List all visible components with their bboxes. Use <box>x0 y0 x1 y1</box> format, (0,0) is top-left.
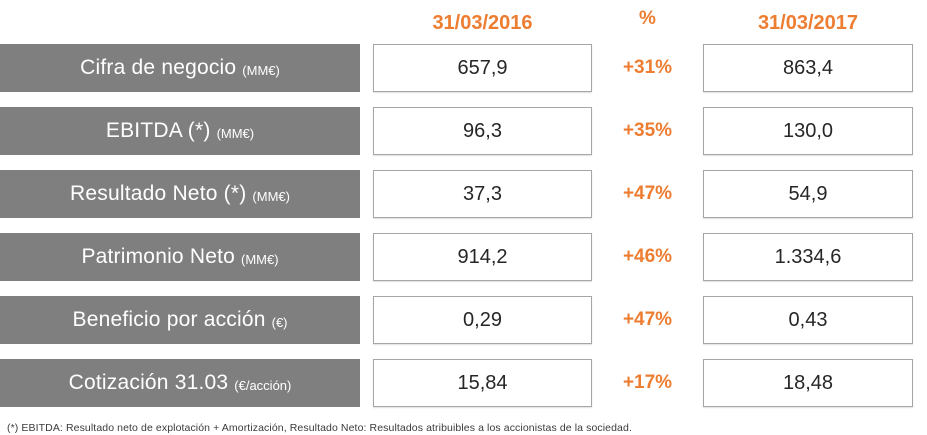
change-percent: +35% <box>622 120 673 141</box>
table-row: Cotización 31.03 (€/acción) 15,84 +17% 1… <box>0 359 927 407</box>
value-box-2017: 130,0 <box>703 107 913 155</box>
table-row: Cifra de negocio (MM€) 657,9 +31% 863,4 <box>0 44 927 92</box>
table-row: Beneficio por acción (€) 0,29 +47% 0,43 <box>0 296 927 344</box>
header-spacer <box>0 8 360 38</box>
header-date-2017: 31/03/2017 <box>757 11 859 34</box>
value-box-2016: 96,3 <box>373 107 592 155</box>
metric-label-bar: Patrimonio Neto (MM€) <box>0 233 360 281</box>
table-row: Resultado Neto (*) (MM€) 37,3 +47% 54,9 <box>0 170 927 218</box>
value-box-2016: 15,84 <box>373 359 592 407</box>
header-percent: % <box>639 8 656 29</box>
metric-unit: (MM€) <box>252 188 290 204</box>
metric-unit: (MM€) <box>241 251 279 267</box>
metric-label: Beneficio por acción <box>72 308 266 331</box>
change-percent: +47% <box>622 183 673 204</box>
metric-unit: (€/acción) <box>234 377 292 393</box>
metric-label-bar: Cifra de negocio (MM€) <box>0 44 360 92</box>
metric-label: EBITDA (*) <box>105 119 211 142</box>
change-percent: +46% <box>622 246 673 267</box>
change-percent: +31% <box>622 57 673 78</box>
metric-label-bar: Cotización 31.03 (€/acción) <box>0 359 360 407</box>
metric-label: Cifra de negocio <box>80 56 237 79</box>
value-box-2016: 657,9 <box>373 44 592 92</box>
metric-label: Cotización 31.03 <box>68 371 229 394</box>
metric-label-bar: EBITDA (*) (MM€) <box>0 107 360 155</box>
header-date-2016: 31/03/2016 <box>432 11 533 34</box>
header-row: 31/03/2016 % 31/03/2017 <box>0 8 927 38</box>
value-box-2016: 0,29 <box>373 296 592 344</box>
value-box-2016: 914,2 <box>373 233 592 281</box>
change-percent: +47% <box>622 309 673 330</box>
value-box-2017: 1.334,6 <box>703 233 913 281</box>
value-box-2017: 863,4 <box>703 44 913 92</box>
value-box-2017: 0,43 <box>703 296 913 344</box>
value-box-2016: 37,3 <box>373 170 592 218</box>
table-row: EBITDA (*) (MM€) 96,3 +35% 130,0 <box>0 107 927 155</box>
value-box-2017: 54,9 <box>703 170 913 218</box>
metric-label: Resultado Neto (*) <box>70 182 247 205</box>
footnote: (*) EBITDA: Resultado neto de explotació… <box>7 422 632 434</box>
metric-label-bar: Beneficio por acción (€) <box>0 296 360 344</box>
metric-label-bar: Resultado Neto (*) (MM€) <box>0 170 360 218</box>
metric-unit: (MM€) <box>242 62 280 78</box>
table-row: Patrimonio Neto (MM€) 914,2 +46% 1.334,6 <box>0 233 927 281</box>
metric-label: Patrimonio Neto <box>81 245 236 268</box>
value-box-2017: 18,48 <box>703 359 913 407</box>
change-percent: +17% <box>622 372 673 393</box>
metric-unit: (€) <box>271 314 288 330</box>
metric-unit: (MM€) <box>216 125 255 141</box>
